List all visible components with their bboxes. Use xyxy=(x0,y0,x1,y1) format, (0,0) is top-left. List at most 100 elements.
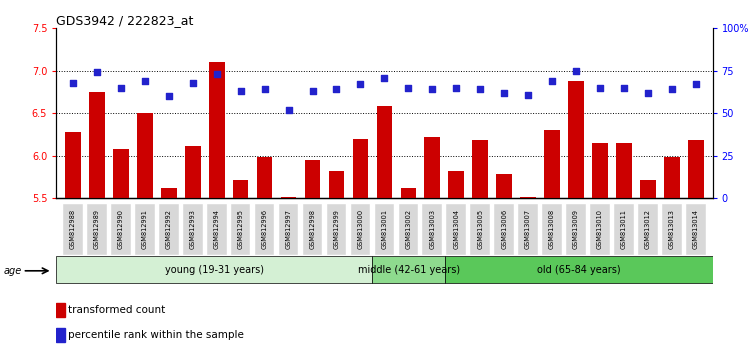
Point xyxy=(474,87,486,92)
Bar xyxy=(161,188,176,198)
Text: GSM813007: GSM813007 xyxy=(525,209,531,250)
Text: GSM812994: GSM812994 xyxy=(214,210,220,249)
Point xyxy=(187,80,199,86)
Text: GSM813008: GSM813008 xyxy=(549,209,555,250)
Point xyxy=(378,75,390,80)
Point xyxy=(522,92,534,97)
Bar xyxy=(472,141,488,198)
Point xyxy=(307,88,319,94)
Text: transformed count: transformed count xyxy=(68,305,166,315)
Bar xyxy=(376,107,392,198)
Point xyxy=(402,85,414,91)
Bar xyxy=(256,156,272,198)
Bar xyxy=(616,143,632,198)
Bar xyxy=(56,303,64,317)
Point xyxy=(570,68,582,74)
Text: GSM813013: GSM813013 xyxy=(669,210,675,249)
Point xyxy=(618,85,630,91)
Point xyxy=(259,87,271,92)
Point xyxy=(546,78,558,84)
FancyBboxPatch shape xyxy=(111,204,130,255)
Point xyxy=(690,81,702,87)
Text: GSM812999: GSM812999 xyxy=(334,210,340,249)
Text: GSM813003: GSM813003 xyxy=(429,210,435,249)
Bar xyxy=(89,92,105,198)
Bar xyxy=(688,141,703,198)
FancyBboxPatch shape xyxy=(56,256,372,284)
Text: GSM812988: GSM812988 xyxy=(70,209,76,250)
Text: GSM812995: GSM812995 xyxy=(238,210,244,249)
Bar xyxy=(640,179,656,198)
Bar xyxy=(328,171,344,198)
Text: GSM812990: GSM812990 xyxy=(118,210,124,249)
Point xyxy=(91,70,103,75)
FancyBboxPatch shape xyxy=(422,204,442,255)
Point xyxy=(67,80,79,86)
Text: GSM812992: GSM812992 xyxy=(166,210,172,249)
Point xyxy=(235,88,247,94)
FancyBboxPatch shape xyxy=(327,204,346,255)
FancyBboxPatch shape xyxy=(303,204,322,255)
Text: GSM813014: GSM813014 xyxy=(693,210,699,249)
Text: GDS3942 / 222823_at: GDS3942 / 222823_at xyxy=(56,14,194,27)
Text: GSM813006: GSM813006 xyxy=(501,209,507,250)
Text: GSM813010: GSM813010 xyxy=(597,210,603,249)
Text: GSM812989: GSM812989 xyxy=(94,210,100,249)
Point xyxy=(211,72,223,77)
Bar xyxy=(137,113,153,198)
Text: young (19-31 years): young (19-31 years) xyxy=(165,265,264,275)
Bar xyxy=(280,196,296,198)
Bar xyxy=(400,188,416,198)
FancyBboxPatch shape xyxy=(398,204,418,255)
Bar xyxy=(520,196,536,198)
FancyBboxPatch shape xyxy=(183,204,203,255)
Bar xyxy=(544,130,560,198)
Bar xyxy=(592,143,608,198)
Text: GSM812993: GSM812993 xyxy=(190,210,196,249)
Point xyxy=(666,87,678,92)
Bar xyxy=(424,137,440,198)
FancyBboxPatch shape xyxy=(446,204,466,255)
Point xyxy=(355,81,367,87)
Bar xyxy=(209,62,224,198)
FancyBboxPatch shape xyxy=(494,204,514,255)
Bar xyxy=(448,171,464,198)
FancyBboxPatch shape xyxy=(372,256,446,284)
Text: GSM813001: GSM813001 xyxy=(381,210,387,249)
Text: GSM812991: GSM812991 xyxy=(142,210,148,249)
Bar xyxy=(568,81,584,198)
FancyBboxPatch shape xyxy=(686,204,706,255)
FancyBboxPatch shape xyxy=(87,204,106,255)
Bar xyxy=(664,158,680,198)
FancyBboxPatch shape xyxy=(590,204,610,255)
Bar xyxy=(233,179,248,198)
FancyBboxPatch shape xyxy=(159,204,178,255)
Point xyxy=(498,90,510,96)
Text: percentile rank within the sample: percentile rank within the sample xyxy=(68,330,244,340)
FancyBboxPatch shape xyxy=(207,204,226,255)
Text: old (65-84 years): old (65-84 years) xyxy=(537,265,621,275)
FancyBboxPatch shape xyxy=(446,256,712,284)
Point xyxy=(139,78,151,84)
Point xyxy=(163,93,175,99)
Text: age: age xyxy=(4,266,22,276)
FancyBboxPatch shape xyxy=(374,204,394,255)
Point xyxy=(331,87,343,92)
Text: GSM812997: GSM812997 xyxy=(286,210,292,249)
Text: GSM813000: GSM813000 xyxy=(358,209,364,250)
Point xyxy=(450,85,462,91)
FancyBboxPatch shape xyxy=(255,204,274,255)
FancyBboxPatch shape xyxy=(135,204,154,255)
FancyBboxPatch shape xyxy=(518,204,538,255)
Text: GSM813012: GSM813012 xyxy=(645,210,651,249)
FancyBboxPatch shape xyxy=(63,204,82,255)
Point xyxy=(283,107,295,113)
Text: GSM813002: GSM813002 xyxy=(405,209,411,250)
Text: GSM812996: GSM812996 xyxy=(262,210,268,249)
FancyBboxPatch shape xyxy=(542,204,562,255)
Text: middle (42-61 years): middle (42-61 years) xyxy=(358,265,460,275)
FancyBboxPatch shape xyxy=(638,204,658,255)
Text: GSM812998: GSM812998 xyxy=(310,210,316,249)
Point xyxy=(594,85,606,91)
Point xyxy=(426,87,438,92)
